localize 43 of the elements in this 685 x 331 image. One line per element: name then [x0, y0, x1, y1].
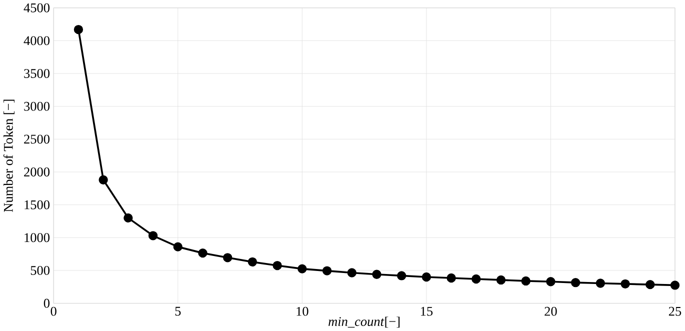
point [98, 175, 108, 184]
point [124, 213, 133, 223]
point [173, 242, 182, 252]
point [148, 231, 158, 240]
x-tick-label: 5 [175, 306, 181, 316]
point [546, 277, 556, 286]
x-tick-label: 20 [544, 306, 557, 316]
y-tick-label: 4000 [24, 36, 50, 46]
point [472, 274, 481, 284]
y-axis-title: Number of Token [−] [3, 100, 14, 212]
point [272, 260, 282, 270]
point [496, 275, 506, 285]
point [670, 280, 680, 290]
point [570, 278, 580, 288]
y-tick-label: 2500 [24, 134, 50, 144]
point [248, 257, 258, 266]
point [223, 253, 232, 262]
x-tick-label: 10 [296, 306, 308, 316]
y-tick-label: 4500 [24, 3, 50, 12]
point [396, 271, 406, 280]
point [446, 273, 456, 283]
x-tick-label: 0 [50, 306, 56, 316]
point [596, 278, 606, 288]
x-tick-label: 25 [668, 306, 682, 316]
point [422, 272, 432, 282]
y-tick-label: 2000 [24, 168, 50, 176]
y-tick-label: 1500 [24, 200, 50, 210]
point [646, 280, 655, 290]
point [521, 276, 530, 286]
y-tick-label: 3500 [24, 69, 50, 78]
y-tick-label: 0 [44, 298, 50, 308]
y-tick-label: 500 [30, 266, 50, 275]
point [620, 279, 630, 288]
point [198, 248, 208, 258]
point [298, 264, 307, 274]
point [347, 268, 356, 278]
y-tick-label: 1000 [24, 233, 50, 242]
point [322, 266, 332, 276]
point [372, 270, 382, 279]
x-tick-label: 15 [420, 306, 433, 316]
x-axis-title: min_count[−] [328, 316, 400, 328]
point [74, 24, 84, 34]
y-tick-label: 3000 [24, 102, 50, 111]
